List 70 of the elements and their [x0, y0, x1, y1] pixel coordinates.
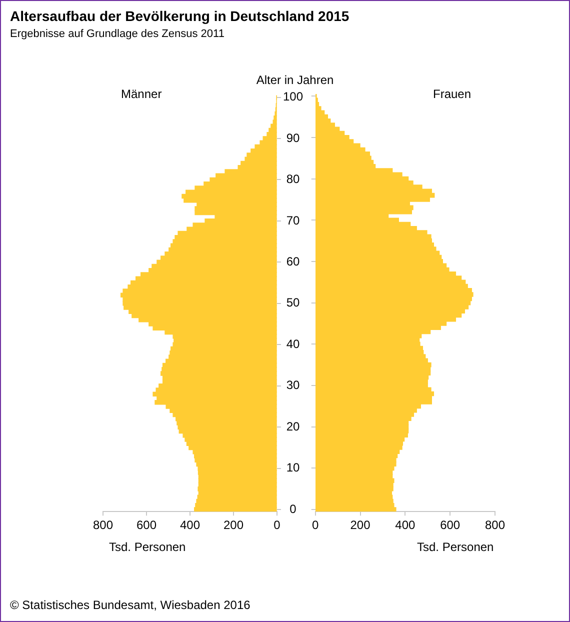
bar: [316, 110, 325, 116]
bar: [316, 400, 432, 404]
x-tick-label: 200: [350, 518, 371, 532]
x-tick-label: 400: [395, 518, 416, 532]
bar: [122, 288, 277, 294]
x-axis-title: Tsd. Personen: [109, 540, 186, 554]
bar: [316, 387, 432, 392]
bar: [316, 416, 412, 421]
y-tick-label: 10: [286, 460, 300, 475]
bar: [152, 392, 277, 396]
bar: [316, 445, 402, 450]
y-axis-title: Alter in Jahren: [255, 73, 335, 87]
bar: [316, 308, 466, 314]
bar: [152, 326, 277, 331]
bar: [160, 256, 277, 260]
bar: [198, 474, 277, 479]
bar: [316, 263, 447, 268]
bar: [186, 441, 277, 446]
y-tick-label: 70: [286, 213, 300, 228]
bar: [194, 507, 277, 512]
chart-subtitle: Ergebnisse auf Grundlage des Zensus 2011: [10, 28, 224, 40]
y-tick-label: 0: [290, 502, 297, 516]
x-tick-label: 800: [92, 518, 114, 532]
bar: [124, 305, 277, 310]
x-axis-title: Tsd. Personen: [417, 540, 494, 554]
x-tick-label: 600: [440, 518, 460, 532]
bar: [316, 156, 372, 160]
bar: [316, 507, 396, 512]
bar: [316, 292, 474, 297]
text: Frauen: [433, 87, 472, 101]
bar: [316, 234, 432, 240]
bar: [316, 246, 436, 252]
x-tick-label: 600: [136, 518, 157, 532]
y-tick-label: 50: [286, 296, 300, 310]
bar: [316, 280, 466, 285]
x-tick-label: 200: [223, 518, 244, 532]
x-tick-label: 0: [274, 518, 281, 532]
x-tick-label: 400: [180, 518, 200, 532]
bar: [244, 156, 277, 162]
bar: [162, 375, 277, 380]
bar: [316, 370, 431, 376]
y-tick-label: 20: [286, 419, 300, 434]
y-tick-label: 60: [286, 254, 300, 268]
bar: [316, 494, 393, 500]
y-tick-label: 100: [282, 90, 304, 104]
bar: [194, 206, 277, 211]
x-tick-label: 0: [312, 518, 319, 532]
y-tick-label: 80: [286, 172, 300, 186]
bar: [316, 462, 396, 466]
text: Männer: [121, 87, 162, 101]
bar: [194, 458, 277, 462]
y-tick-label: 90: [286, 130, 300, 145]
bar: [178, 424, 277, 430]
bar: [186, 190, 277, 194]
bar: [316, 354, 426, 359]
bar: [316, 478, 394, 483]
bar: [316, 432, 408, 438]
bar: [172, 239, 277, 244]
bar: [170, 408, 277, 413]
x-tick-label: 800: [484, 518, 506, 532]
bar: [198, 490, 277, 496]
y-tick-label: 30: [286, 378, 300, 392]
chart-title: Altersaufbau der Bevölkerung in Deutschland 2015: [10, 8, 350, 24]
bar: [274, 115, 277, 120]
bar: [172, 342, 277, 348]
bar: [316, 342, 420, 347]
bar: [166, 358, 277, 364]
text: © Statistisches Bundesamt, Wiesbaden 2016: [10, 598, 250, 612]
bar: [270, 124, 277, 129]
y-tick-label: 40: [286, 336, 300, 351]
